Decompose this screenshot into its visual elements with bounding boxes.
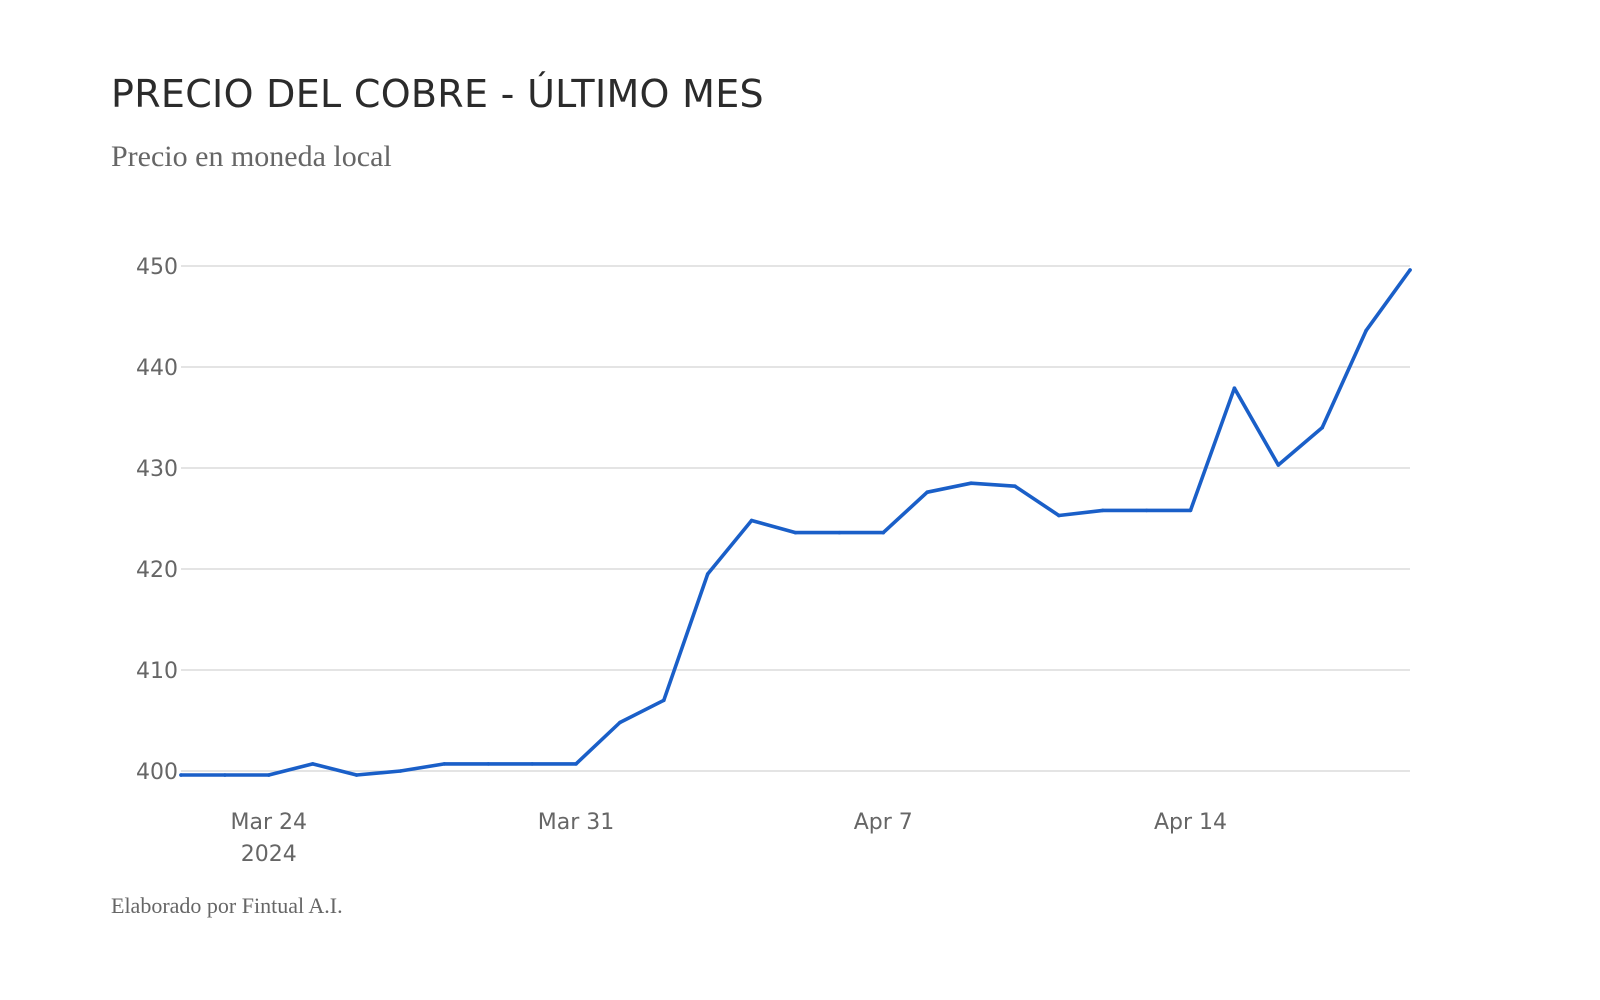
data-point-20 — [1057, 513, 1061, 518]
chart-footer-credit: Elaborado por Fintual A.I. — [111, 893, 343, 918]
x-tick-label-1: Mar 31 — [538, 810, 615, 835]
data-point-4 — [354, 773, 359, 777]
data-point-13 — [749, 518, 754, 523]
y-tick-label-450: 450 — [136, 255, 178, 280]
data-point-26 — [1320, 425, 1325, 430]
data-point-10 — [618, 720, 622, 725]
data-point-23 — [1188, 508, 1193, 513]
data-point-9 — [574, 762, 578, 766]
data-point-8 — [530, 762, 534, 766]
data-point-15 — [837, 530, 842, 535]
data-point-25 — [1276, 463, 1281, 467]
chart-subtitle: Precio en moneda local — [111, 140, 392, 173]
y-tick-label-440: 440 — [136, 356, 178, 381]
series-line-0 — [179, 268, 1412, 777]
y-axis-tick-labels: 400 410 420 430 440 450 — [136, 255, 178, 785]
chart-title: PRECIO DEL COBRE - ÚLTIMO MES — [111, 72, 764, 116]
data-point-11 — [662, 698, 666, 703]
data-point-24 — [1232, 386, 1237, 391]
grid-lines — [181, 265, 1410, 772]
y-tick-label-430: 430 — [136, 457, 178, 482]
data-point-3 — [310, 762, 315, 766]
data-point-1 — [223, 773, 227, 777]
data-point-0 — [179, 773, 183, 777]
data-point-27 — [1364, 328, 1368, 333]
series-layer — [179, 268, 1412, 777]
x-tick-sublabel-0: 2024 — [241, 842, 297, 867]
data-point-5 — [398, 769, 403, 773]
data-point-18 — [969, 481, 973, 485]
data-point-12 — [705, 572, 710, 576]
data-point-22 — [1144, 508, 1149, 513]
y-tick-label-410: 410 — [136, 659, 178, 684]
x-tick-label-3: Apr 14 — [1154, 810, 1227, 835]
x-tick-label-0: Mar 24 — [231, 810, 308, 835]
data-point-17 — [925, 490, 929, 495]
y-tick-label-420: 420 — [136, 558, 178, 583]
data-point-21 — [1100, 508, 1105, 513]
x-axis-tick-labels: Mar 24 2024 Mar 31 Apr 7 Apr 14 — [231, 810, 1228, 867]
data-point-14 — [793, 530, 798, 535]
data-point-19 — [1013, 484, 1017, 488]
data-point-28 — [1408, 268, 1412, 272]
data-point-16 — [881, 530, 886, 535]
data-point-2 — [266, 773, 271, 777]
data-point-6 — [442, 762, 447, 766]
data-point-7 — [486, 762, 491, 766]
x-tick-label-2: Apr 7 — [854, 810, 913, 835]
y-tick-label-400: 400 — [136, 760, 178, 785]
